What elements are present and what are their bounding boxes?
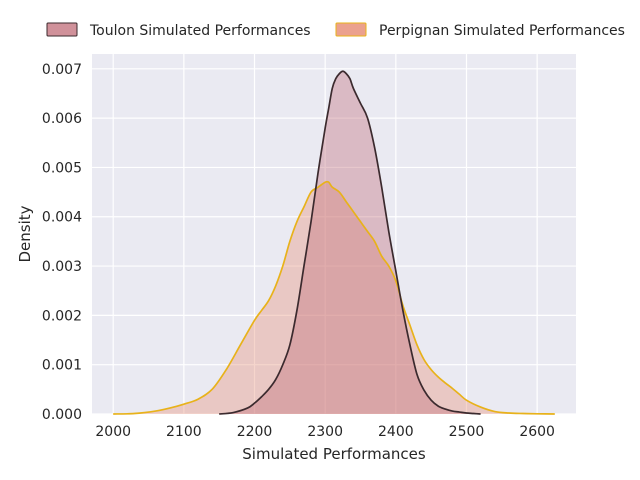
perpignan-density-area bbox=[113, 181, 555, 414]
y-tick-label: 0.007 bbox=[42, 62, 82, 78]
grid-lines bbox=[92, 54, 576, 415]
series-layer bbox=[113, 70, 555, 415]
x-tick-label: 2500 bbox=[449, 424, 485, 440]
legend-label-toulon: Toulon Simulated Performances bbox=[89, 23, 311, 39]
y-tick-label: 0.004 bbox=[42, 210, 82, 226]
y-tick-label: 0.002 bbox=[42, 308, 82, 324]
y-tick-label: 0.005 bbox=[42, 160, 82, 176]
legend-swatch-perpignan bbox=[335, 22, 367, 37]
y-axis-label: Density bbox=[16, 205, 34, 262]
plot-area bbox=[92, 54, 576, 414]
legend: Toulon Simulated Performances Perpignan … bbox=[46, 22, 625, 39]
legend-label-perpignan: Perpignan Simulated Performances bbox=[379, 23, 625, 39]
toulon-density-area bbox=[219, 71, 481, 414]
x-tick-label: 2000 bbox=[95, 424, 131, 440]
x-tick-label: 2400 bbox=[378, 424, 414, 440]
x-tick-labels: 2000 2100 2200 2300 2400 2500 2600 bbox=[95, 424, 555, 440]
toulon-density-line bbox=[219, 70, 481, 415]
x-tick-label: 2200 bbox=[237, 424, 273, 440]
y-tick-label: 0.000 bbox=[42, 407, 82, 423]
legend-swatch-toulon bbox=[46, 22, 78, 37]
y-tick-label: 0.001 bbox=[42, 358, 82, 374]
x-tick-label: 2100 bbox=[166, 424, 202, 440]
x-tick-label: 2600 bbox=[519, 424, 555, 440]
y-tick-labels: 0.000 0.001 0.002 0.003 0.004 0.005 0.006 0.007 bbox=[42, 62, 82, 423]
perpignan-density-line bbox=[113, 180, 555, 415]
x-axis-label: Simulated Performances bbox=[242, 445, 426, 463]
y-tick-label: 0.003 bbox=[42, 259, 82, 275]
y-tick-label: 0.006 bbox=[42, 111, 82, 127]
x-tick-label: 2300 bbox=[307, 424, 343, 440]
